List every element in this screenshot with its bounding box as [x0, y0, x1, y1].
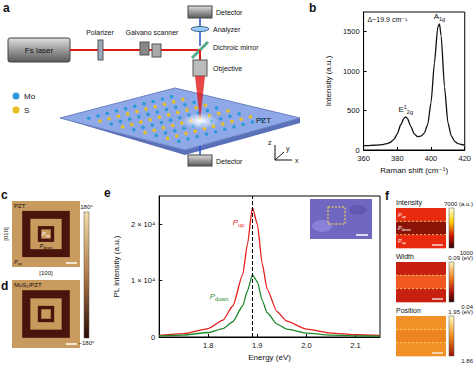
svg-text:360: 360: [357, 154, 370, 163]
svg-text:380: 380: [391, 154, 404, 163]
svg-text:Fs laser: Fs laser: [25, 46, 54, 55]
svg-text:Pup: Pup: [233, 218, 245, 228]
svg-text:[010]: [010]: [3, 227, 9, 241]
svg-text:Mo: Mo: [24, 92, 36, 101]
svg-text:PZT: PZT: [14, 203, 26, 209]
svg-text:Pdown: Pdown: [40, 243, 53, 250]
svg-text:Detector: Detector: [216, 158, 243, 165]
svg-text:Galvano scanner: Galvano scanner: [126, 29, 180, 36]
svg-text:Detector: Detector: [216, 9, 243, 16]
svg-text:d: d: [1, 279, 8, 293]
svg-text:y: y: [286, 145, 290, 153]
svg-text:Pup: Pup: [14, 259, 22, 266]
svg-text:Polarizer: Polarizer: [86, 29, 114, 36]
svg-text:S: S: [24, 106, 29, 115]
svg-text:Objective: Objective: [213, 65, 242, 73]
svg-text:PZT: PZT: [256, 116, 271, 125]
svg-text:1.8: 1.8: [203, 341, 213, 350]
svg-text:A1g: A1g: [434, 12, 446, 22]
svg-text:Dichroic mirror: Dichroic mirror: [213, 44, 259, 51]
svg-text:Pdown: Pdown: [210, 292, 229, 302]
svg-text:f: f: [385, 189, 390, 203]
svg-text:2.0: 2.0: [301, 341, 311, 350]
svg-text:Energy (eV): Energy (eV): [248, 353, 291, 362]
svg-text:Pdown: Pdown: [398, 225, 411, 232]
svg-text:Intensity: Intensity: [396, 199, 423, 207]
svg-text:7000 (a.u.): 7000 (a.u.): [444, 201, 473, 207]
svg-text:0.09 (eV): 0.09 (eV): [448, 255, 473, 261]
svg-text:400: 400: [425, 154, 438, 163]
svg-text:2 × 10⁴: 2 × 10⁴: [131, 220, 155, 229]
svg-text:Pup: Pup: [398, 238, 406, 245]
svg-text:Intensity (a.u.): Intensity (a.u.): [324, 55, 333, 106]
svg-text:420: 420: [458, 154, 471, 163]
svg-text:2.1: 2.1: [350, 341, 360, 350]
svg-text:Width: Width: [396, 253, 414, 260]
svg-text:0: 0: [355, 145, 360, 155]
svg-text:1 × 10⁴: 1 × 10⁴: [131, 276, 155, 285]
svg-text:1.9: 1.9: [252, 341, 262, 350]
svg-text:Analyzer: Analyzer: [213, 26, 241, 34]
svg-text:500: 500: [347, 106, 360, 115]
svg-text:E12g: E12g: [398, 104, 413, 114]
svg-text:1500: 1500: [343, 27, 360, 36]
svg-text:c: c: [1, 188, 8, 202]
svg-text:1000: 1000: [459, 250, 473, 256]
svg-text:1.86: 1.86: [461, 358, 473, 364]
svg-text:Δ~19.9 cm⁻¹: Δ~19.9 cm⁻¹: [368, 16, 408, 23]
svg-text:MoS₂/PZT: MoS₂/PZT: [14, 282, 42, 288]
svg-text:180°: 180°: [80, 204, 93, 210]
svg-text:−180°: −180°: [79, 340, 96, 346]
svg-text:1.95 (eV): 1.95 (eV): [448, 309, 473, 315]
svg-text:Pup: Pup: [398, 212, 406, 219]
svg-text:PL intensity (a.u.): PL intensity (a.u.): [112, 235, 121, 297]
svg-text:b: b: [309, 1, 316, 15]
svg-text:Pup: Pup: [42, 231, 50, 238]
svg-text:0: 0: [151, 333, 155, 342]
svg-text:[100]: [100]: [39, 270, 53, 276]
svg-text:0.04: 0.04: [461, 304, 473, 310]
svg-text:a: a: [3, 1, 10, 15]
svg-text:Raman shift (cm⁻¹): Raman shift (cm⁻¹): [380, 166, 448, 175]
svg-text:z: z: [268, 139, 272, 146]
svg-text:Position: Position: [396, 307, 421, 314]
svg-text:e: e: [104, 186, 111, 200]
svg-text:x: x: [295, 157, 299, 164]
svg-text:1000: 1000: [343, 67, 360, 76]
